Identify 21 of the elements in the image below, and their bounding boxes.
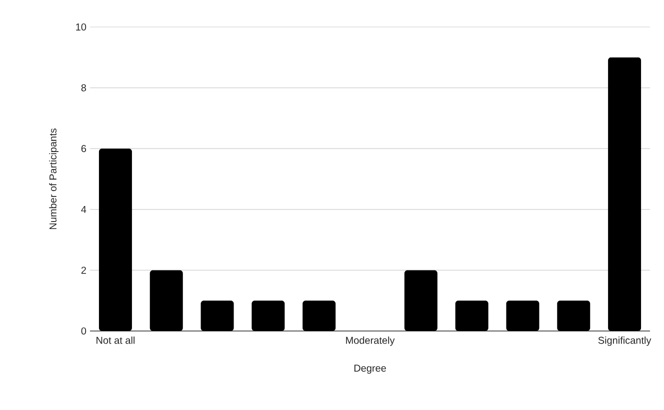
bar: [557, 300, 590, 331]
x-tick-label: Significantly: [598, 336, 652, 346]
bar: [150, 270, 183, 331]
bar: [608, 57, 642, 331]
bar: [252, 300, 285, 331]
y-tick-label: 0: [81, 327, 86, 335]
bar: [455, 300, 488, 331]
bar: [200, 300, 234, 331]
y-tick-label: 8: [81, 84, 86, 92]
bar: [506, 300, 540, 331]
bar: [98, 148, 132, 331]
bar: [302, 300, 336, 331]
y-tick-label: 2: [81, 266, 86, 274]
y-tick-label: 10: [76, 23, 86, 31]
y-tick-label: 6: [81, 145, 86, 152]
y-tick-label: 4: [81, 206, 86, 213]
x-axis-title: Degree: [354, 364, 386, 374]
y-axis-title: Number of Participants: [49, 128, 58, 230]
x-tick-label: Not at all: [96, 336, 135, 344]
bar: [404, 270, 438, 331]
x-tick-label: Moderately: [346, 336, 395, 346]
